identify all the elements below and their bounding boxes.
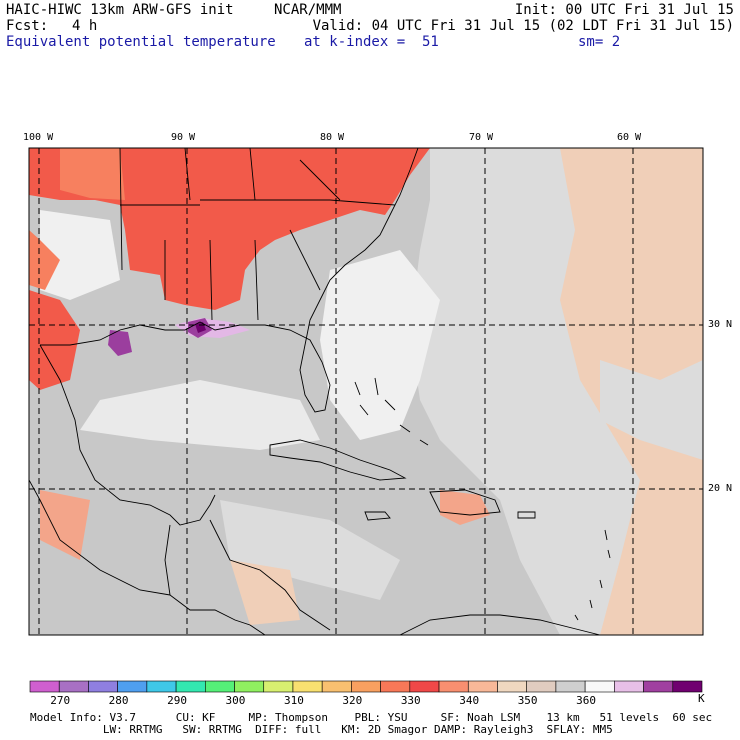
field-pale-texas: [40, 210, 120, 300]
field-pale-gulf: [80, 380, 320, 450]
colorbar-tick-label: 300: [225, 694, 246, 707]
graticule: [29, 148, 703, 635]
field-name: Equivalent potential temperature: [6, 34, 276, 50]
colorbar-swatch: [146, 680, 177, 693]
colorbar-swatch: [88, 680, 118, 693]
lon-label: 90 W: [171, 132, 196, 143]
colorbar-tick-label: 310: [283, 694, 304, 707]
fcst-label: Fcst:: [6, 18, 49, 34]
field-hot2-plains: [60, 148, 125, 200]
smoothing-label: sm= 2: [578, 34, 621, 50]
colorbar-tick-label: 320: [342, 694, 363, 707]
colorbar-swatch: [263, 680, 294, 693]
fcst-value: 4 h: [72, 18, 98, 34]
footer-line1: Model Info: V3.7 CU: KF MP: Thompson PBL…: [30, 711, 713, 724]
colorbar-tick-label: 280: [108, 694, 129, 707]
org-label: NCAR/MMM: [274, 2, 342, 18]
colorbar-unit: K: [698, 692, 705, 705]
colorbar-swatch: [351, 680, 381, 693]
colorbar-swatch: [643, 680, 674, 693]
model-title: HAIC-HIWC 13km ARW-GFS init: [6, 2, 234, 18]
colorbar-swatch: [321, 680, 352, 693]
colorbar-swatch: [467, 680, 498, 693]
field-salmon-mexico: [40, 490, 90, 560]
field-atlantic-gray2: [600, 360, 703, 460]
valid-time: Valid: 04 UTC Fri 31 Jul 15 (02 LDT Fri …: [312, 18, 734, 34]
field-hot-texas: [29, 290, 80, 390]
lon-label: 60 W: [617, 132, 642, 143]
coastlines: [29, 148, 611, 635]
init-time: Init: 00 UTC Fri 31 Jul 15: [514, 2, 734, 18]
field-pale-east: [320, 250, 440, 440]
colorbar-swatch: [409, 680, 440, 693]
colorbar-swatch: [555, 680, 586, 693]
field-gray-caribbean: [220, 500, 400, 600]
colorbar-tick-label: 330: [400, 694, 421, 707]
colorbar-swatch: [292, 680, 323, 693]
colorbar-swatch: [29, 680, 60, 693]
colorbar-swatch: [497, 680, 527, 693]
colorbar-swatch: [584, 680, 615, 693]
lat-label: 30 N: [708, 319, 733, 330]
lon-label: 80 W: [320, 132, 345, 143]
colorbar-swatch: [672, 680, 703, 693]
lat-label: 20 N: [708, 483, 733, 494]
colorbar-swatch: [205, 680, 235, 693]
colorbar-swatch: [234, 680, 265, 693]
field-purple-texas: [108, 330, 132, 356]
colorbar-tick-label: 360: [576, 694, 596, 707]
theta-e-field: [29, 148, 703, 635]
colorbar: [29, 680, 703, 693]
lon-label: 70 W: [469, 132, 494, 143]
colorbar-swatch: [526, 680, 557, 693]
colorbar-tick-label: 270: [50, 694, 71, 707]
field-tan-centralam: [230, 560, 300, 625]
field-hot-us: [29, 148, 430, 310]
colorbar-tick-label: 290: [167, 694, 187, 707]
field-hot2-texas: [29, 230, 60, 290]
lon-label: 100 W: [23, 132, 54, 143]
field-salmon-hispaniola: [440, 490, 490, 525]
colorbar-tick-label: 340: [459, 694, 480, 707]
colorbar-swatch: [58, 680, 89, 693]
colorbar-swatch: [438, 680, 469, 693]
level-label: at k-index = 51: [304, 34, 439, 50]
map-frame: [28, 147, 704, 636]
colorbar-swatch: [175, 680, 206, 693]
colorbar-tick-label: 350: [517, 694, 538, 707]
colorbar-swatch: [614, 680, 644, 693]
footer-line2: LW: RRTMG SW: RRTMG DIFF: full KM: 2D Sm…: [30, 723, 613, 736]
colorbar-swatch: [380, 680, 411, 693]
colorbar-swatch: [117, 680, 148, 693]
